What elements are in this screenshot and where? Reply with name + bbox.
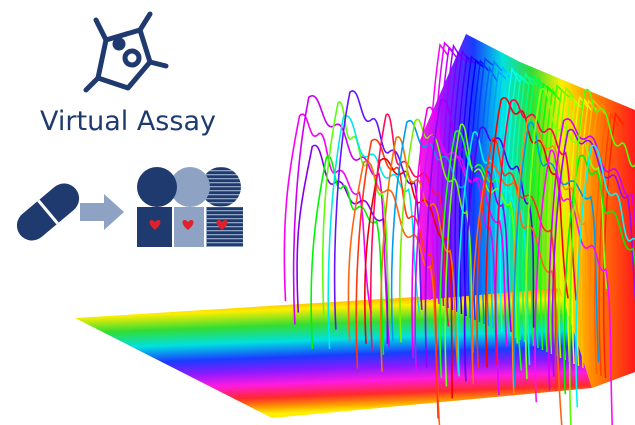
trace: [530, 82, 553, 347]
trace: [584, 105, 606, 371]
trace: [444, 123, 519, 387]
trace: [544, 84, 566, 353]
trace: [494, 99, 577, 365]
trace: [399, 118, 474, 353]
trace: [548, 88, 570, 355]
logo-title: Virtual Assay: [40, 106, 216, 137]
trace: [602, 111, 625, 379]
trace: [566, 95, 589, 363]
trace: [347, 160, 441, 425]
trace: [563, 154, 635, 395]
trace: [568, 88, 635, 425]
population-icon: [137, 167, 243, 247]
trace: [463, 126, 535, 382]
trace: [539, 88, 562, 351]
trace: [369, 113, 450, 351]
trace: [380, 136, 460, 376]
trace: [511, 116, 594, 394]
trace: [333, 90, 423, 330]
trace: [327, 115, 421, 349]
arrow-icon: [80, 194, 124, 230]
trace: [547, 118, 635, 391]
trace: [463, 58, 485, 317]
trace: [490, 66, 512, 329]
waveform-traces: [283, 41, 635, 425]
trace: [439, 130, 523, 378]
cell-logo: [83, 11, 169, 93]
trace: [553, 86, 575, 357]
trace: [593, 109, 616, 375]
trace: [562, 98, 584, 361]
rainbow-floor: [75, 288, 592, 418]
trace: [557, 94, 580, 359]
trace: [411, 106, 508, 359]
trace: [283, 113, 372, 314]
trace: [513, 121, 600, 388]
trace: [457, 131, 531, 377]
trace: [551, 128, 635, 377]
trace: [310, 155, 385, 355]
trace: [414, 134, 500, 396]
trace: [292, 95, 390, 348]
trace: [363, 157, 454, 399]
pill-icon: [16, 183, 80, 241]
trace: [481, 59, 503, 325]
trace: [355, 138, 439, 419]
trace: [575, 144, 635, 408]
trace: [521, 74, 544, 343]
